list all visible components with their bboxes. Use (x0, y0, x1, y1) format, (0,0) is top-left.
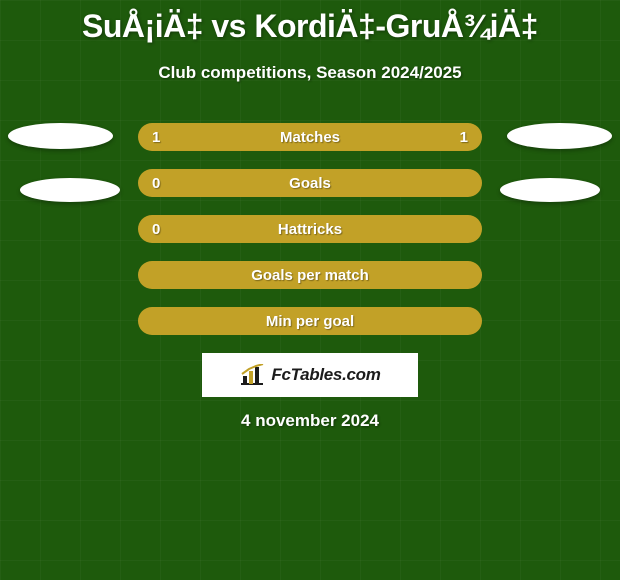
stat-left-value: 1 (152, 129, 172, 146)
stat-label: Hattricks (172, 221, 448, 238)
player-right-head-1 (507, 123, 612, 149)
stat-left-value: 0 (152, 221, 172, 238)
stat-right-value: 1 (448, 129, 468, 146)
page-title: SuÅ¡iÄ‡ vs KordiÄ‡-GruÅ¾iÄ‡ (0, 0, 620, 45)
player-left-head-2 (20, 178, 120, 202)
player-left-head-1 (8, 123, 113, 149)
stat-row-goals: 0 Goals (138, 169, 482, 197)
stats-container: 1 Matches 1 0 Goals 0 Hattricks Goals pe… (0, 123, 620, 335)
player-right-head-2 (500, 178, 600, 202)
stat-label: Min per goal (172, 313, 448, 330)
footer-date: 4 november 2024 (0, 411, 620, 431)
stat-row-goals-per-match: Goals per match (138, 261, 482, 289)
brand-badge: FcTables.com (202, 353, 418, 397)
stat-label: Matches (172, 129, 448, 146)
stat-label: Goals per match (172, 267, 448, 284)
stat-label: Goals (172, 175, 448, 192)
brand-text: FcTables.com (271, 365, 380, 385)
stat-row-matches: 1 Matches 1 (138, 123, 482, 151)
stat-row-hattricks: 0 Hattricks (138, 215, 482, 243)
stat-left-value: 0 (152, 175, 172, 192)
chart-icon (239, 364, 265, 386)
stat-row-min-per-goal: Min per goal (138, 307, 482, 335)
page-subtitle: Club competitions, Season 2024/2025 (0, 63, 620, 83)
